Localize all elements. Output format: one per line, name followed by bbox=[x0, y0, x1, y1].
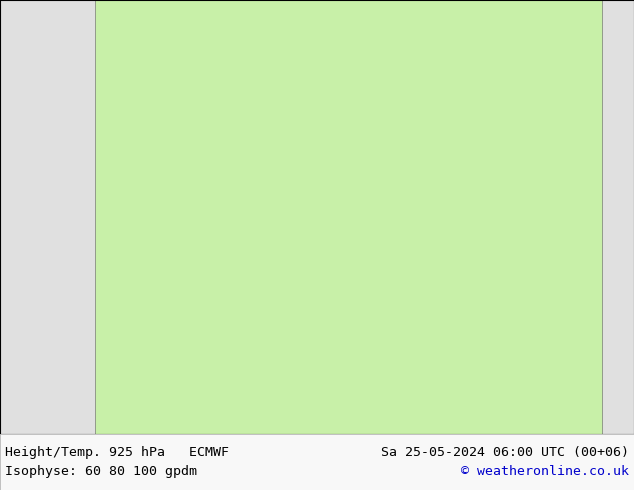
Bar bbox=[95, 0, 602, 434]
Text: Isophyse: 60 80 100 gpdm: Isophyse: 60 80 100 gpdm bbox=[5, 465, 197, 478]
Text: Height/Temp. 925 hPa   ECMWF: Height/Temp. 925 hPa ECMWF bbox=[5, 446, 229, 459]
Text: Sa 25-05-2024 06:00 UTC (00+06): Sa 25-05-2024 06:00 UTC (00+06) bbox=[381, 446, 629, 459]
Text: © weatheronline.co.uk: © weatheronline.co.uk bbox=[461, 465, 629, 478]
